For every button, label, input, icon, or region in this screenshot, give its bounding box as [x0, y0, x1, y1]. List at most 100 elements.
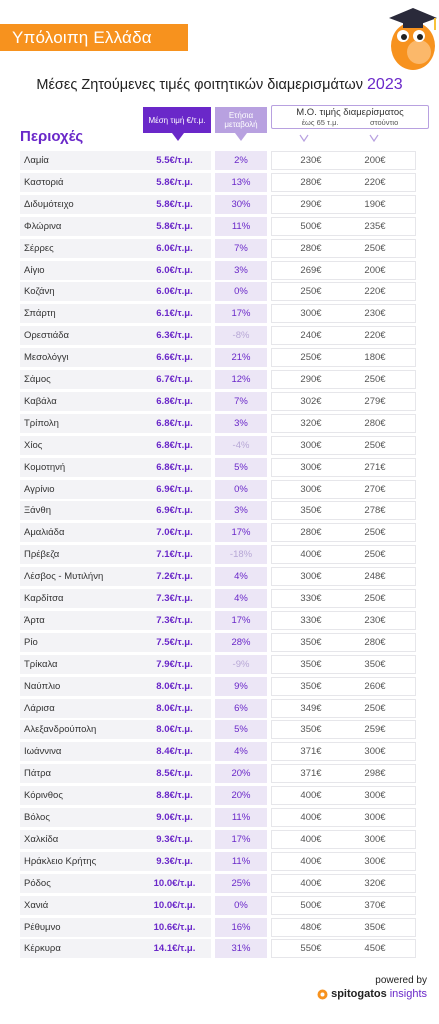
logo-icon [317, 989, 328, 999]
price-per-sqm: 6.3€/τ.μ. [138, 326, 211, 346]
annual-change: 30% [215, 194, 267, 214]
region-name: Λέσβος - Μυτιλήνη [20, 567, 138, 587]
avg-studio: 180€ [364, 352, 386, 364]
table-row: Βόλος 9.0€/τ.μ. 11% 400€ 300€ [20, 808, 416, 827]
annual-change: 3% [215, 260, 267, 280]
avg-up-to-65sqm: 320€ [300, 417, 322, 429]
average-price-cell: 350€ 280€ [271, 632, 416, 652]
table-row: Μεσολόγγι 6.6€/τ.μ. 21% 250€ 180€ [20, 348, 416, 368]
avg-studio: 230€ [364, 614, 386, 626]
price-per-sqm: 8.0€/τ.μ. [138, 676, 211, 696]
avg-studio: 300€ [364, 746, 386, 758]
avg-up-to-65sqm: 400€ [300, 790, 322, 802]
avg-up-to-65sqm: 400€ [300, 833, 322, 845]
average-price-header: Μ.Ο. τιμής διαμερίσματος έως 65 τ.μ. στο… [271, 105, 429, 129]
price-per-sqm: 7.5€/τ.μ. [138, 632, 211, 652]
average-price-cell: 230€ 200€ [271, 151, 416, 170]
price-per-sqm: 10.0€/τ.μ. [138, 895, 211, 915]
avg-studio: 250€ [364, 374, 386, 385]
table-row: Κέρκυρα 14.1€/τ.μ. 31% 550€ 450€ [20, 939, 416, 959]
table-row: Διδυμότειχο 5.8€/τ.μ. 30% 290€ 190€ [20, 194, 416, 214]
price-per-sqm: 6.8€/τ.μ. [138, 435, 211, 455]
annual-change: 12% [215, 370, 267, 389]
region-name: Φλώρινα [20, 216, 138, 236]
price-per-sqm: 7.2€/τ.μ. [138, 567, 211, 587]
price-per-sqm: 6.9€/τ.μ. [138, 479, 211, 499]
average-price-cell: 300€ 230€ [271, 304, 416, 324]
region-name: Αγρίνιο [20, 479, 138, 499]
average-price-cell: 280€ 220€ [271, 172, 416, 192]
region-name: Ηράκλειο Κρήτης [20, 851, 138, 871]
average-price-cell: 300€ 248€ [271, 567, 416, 587]
avg-studio: 300€ [364, 812, 386, 823]
avg-up-to-65sqm: 371€ [300, 768, 322, 780]
annual-change: 9% [215, 676, 267, 696]
avg-up-to-65sqm: 300€ [300, 461, 322, 473]
region-name: Τρίπολη [20, 413, 138, 433]
region-name: Αλεξανδρούπολη [20, 720, 138, 740]
price-per-sqm: 8.5€/τ.μ. [138, 764, 211, 784]
annual-change: 3% [215, 501, 267, 521]
avg-studio: 250€ [364, 527, 386, 539]
table-row: Αλεξανδρούπολη 8.0€/τ.μ. 5% 350€ 259€ [20, 720, 416, 740]
price-arrow-icon [172, 133, 184, 141]
annual-change: 31% [215, 939, 267, 959]
chevron-down-icon [299, 134, 309, 143]
avg-up-to-65sqm: 330€ [300, 614, 322, 626]
annual-change: 11% [215, 216, 267, 236]
table-row: Χαλκίδα 9.3€/τ.μ. 17% 400€ 300€ [20, 829, 416, 849]
avg-up-to-65sqm: 400€ [300, 877, 322, 889]
average-price-cell: 250€ 180€ [271, 348, 416, 368]
table-row: Λάρισα 8.0€/τ.μ. 6% 349€ 250€ [20, 698, 416, 718]
avg-studio: 250€ [364, 702, 386, 714]
avg-studio: 279€ [364, 395, 386, 407]
table-row: Ιωάννινα 8.4€/τ.μ. 4% 371€ 300€ [20, 742, 416, 762]
average-price-cell: 400€ 300€ [271, 808, 416, 827]
price-per-sqm: 8.8€/τ.μ. [138, 786, 211, 806]
studio-column-header: στούντιο [369, 118, 399, 127]
table-row: Άρτα 7.3€/τ.μ. 17% 330€ 230€ [20, 610, 416, 630]
average-price-cell: 480€ 350€ [271, 917, 416, 937]
average-price-cell: 290€ 250€ [271, 370, 416, 389]
price-per-sqm: 6.0€/τ.μ. [138, 282, 211, 302]
table-row: Χανιά 10.0€/τ.μ. 0% 500€ 370€ [20, 895, 416, 915]
avg-up-to-65sqm: 350€ [300, 658, 322, 670]
avg-up-to-65sqm: 500€ [300, 899, 322, 911]
table-row: Ηράκλειο Κρήτης 9.3€/τ.μ. 11% 400€ 300€ [20, 851, 416, 871]
region-name: Σάμος [20, 370, 138, 389]
average-price-cell: 350€ 260€ [271, 676, 416, 696]
region-name: Ναύπλιο [20, 676, 138, 696]
price-per-sqm: 7.9€/τ.μ. [138, 654, 211, 674]
avg-up-to-65sqm: 400€ [300, 549, 322, 561]
region-name: Καρδίτσα [20, 589, 138, 608]
avg-studio: 259€ [364, 724, 386, 736]
average-price-cell: 300€ 271€ [271, 457, 416, 477]
avg-up-to-65sqm: 480€ [300, 921, 322, 933]
annual-change: 2% [215, 151, 267, 170]
avg-studio: 278€ [364, 505, 386, 517]
average-price-cell: 330€ 230€ [271, 610, 416, 630]
price-per-sqm: 5.8€/τ.μ. [138, 216, 211, 236]
annual-change: 11% [215, 851, 267, 871]
table-row: Ρέθυμνο 10.6€/τ.μ. 16% 480€ 350€ [20, 917, 416, 937]
table-row: Καρδίτσα 7.3€/τ.μ. 4% 330€ 250€ [20, 589, 416, 608]
chart-title: Μέσες Ζητούμενες τιμές φοιτητικών διαμερ… [36, 76, 403, 93]
average-price-cell: 500€ 370€ [271, 895, 416, 915]
avg-studio: 271€ [364, 461, 386, 473]
annual-change: 3% [215, 413, 267, 433]
region-name: Ξάνθη [20, 501, 138, 521]
region-name: Κόρινθος [20, 786, 138, 806]
table-row: Χίος 6.8€/τ.μ. -4% 300€ 250€ [20, 435, 416, 455]
avg-up-to-65sqm: 350€ [300, 680, 322, 692]
annual-change: 7% [215, 391, 267, 411]
avg-up-to-65sqm: 300€ [300, 308, 322, 320]
region-name: Πάτρα [20, 764, 138, 784]
table-row: Αίγιο 6.0€/τ.μ. 3% 269€ 200€ [20, 260, 416, 280]
average-price-cell: 240€ 220€ [271, 326, 416, 346]
price-per-sqm: 7.3€/τ.μ. [138, 589, 211, 608]
price-per-sqm: 5.8€/τ.μ. [138, 194, 211, 214]
change-arrow-icon [235, 133, 247, 141]
annual-change: -9% [215, 654, 267, 674]
average-price-cell: 400€ 250€ [271, 545, 416, 565]
avg-up-to-65sqm: 300€ [300, 483, 322, 495]
